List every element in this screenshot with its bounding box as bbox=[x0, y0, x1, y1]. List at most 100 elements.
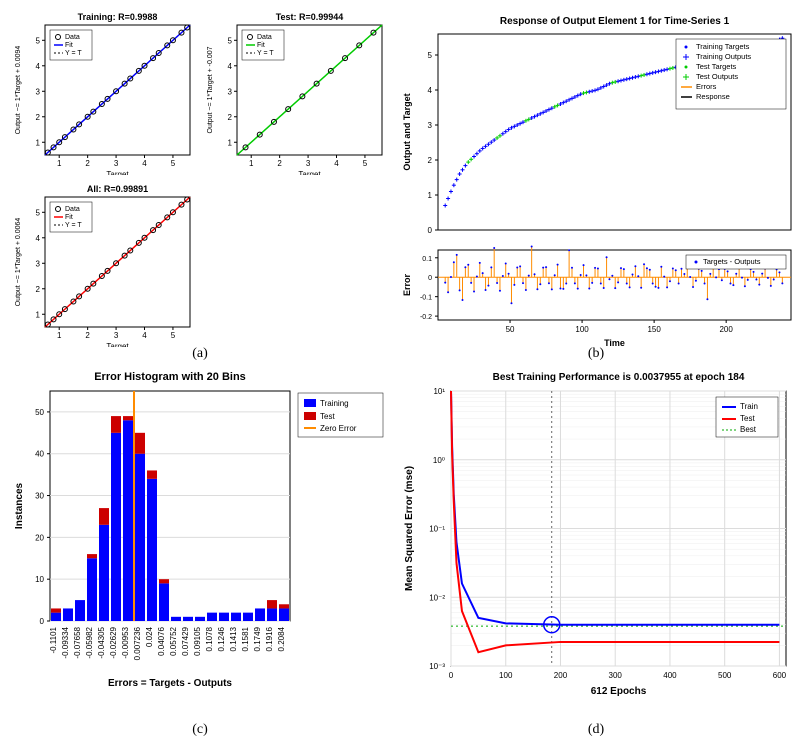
svg-text:30: 30 bbox=[35, 492, 44, 501]
svg-text:1: 1 bbox=[36, 138, 41, 147]
svg-text:0: 0 bbox=[428, 226, 433, 235]
svg-text:2: 2 bbox=[85, 331, 90, 340]
svg-text:Targets - Outputs: Targets - Outputs bbox=[703, 257, 761, 266]
svg-text:3: 3 bbox=[114, 331, 119, 340]
svg-text:3: 3 bbox=[428, 121, 433, 130]
svg-text:40: 40 bbox=[35, 450, 44, 459]
svg-text:0: 0 bbox=[40, 617, 45, 626]
svg-text:-0.02629: -0.02629 bbox=[109, 626, 118, 658]
svg-text:Data: Data bbox=[65, 34, 80, 41]
svg-text:0.1: 0.1 bbox=[422, 256, 432, 263]
svg-text:10⁻²: 10⁻² bbox=[429, 593, 445, 602]
svg-text:Best Training Performance is 0: Best Training Performance is 0.0037955 a… bbox=[493, 372, 745, 383]
svg-text:Best: Best bbox=[740, 425, 757, 434]
svg-text:Errors = Targets - Outputs: Errors = Targets - Outputs bbox=[108, 678, 232, 689]
svg-text:Training: R=0.9988: Training: R=0.9988 bbox=[78, 12, 158, 22]
svg-text:1: 1 bbox=[36, 310, 41, 319]
svg-text:3: 3 bbox=[306, 159, 311, 168]
svg-text:5: 5 bbox=[228, 36, 233, 45]
svg-text:Test: Test bbox=[740, 414, 755, 423]
svg-text:Test Outputs: Test Outputs bbox=[696, 72, 738, 81]
svg-text:50: 50 bbox=[506, 325, 515, 334]
svg-text:4: 4 bbox=[428, 86, 433, 95]
svg-text:0.09105: 0.09105 bbox=[193, 626, 202, 655]
svg-text:2: 2 bbox=[428, 156, 433, 165]
svg-text:Test: Test bbox=[320, 412, 335, 421]
svg-text:2: 2 bbox=[36, 113, 41, 122]
svg-text:10¹: 10¹ bbox=[433, 387, 445, 396]
svg-text:1: 1 bbox=[428, 191, 433, 200]
panel-b: Response of Output Element 1 for Time-Se… bbox=[396, 10, 796, 360]
svg-text:0.1916: 0.1916 bbox=[265, 626, 274, 651]
svg-text:-0.2: -0.2 bbox=[420, 314, 432, 321]
svg-text:-0.04305: -0.04305 bbox=[97, 626, 106, 658]
svg-text:1: 1 bbox=[57, 159, 62, 168]
svg-text:Training Outputs: Training Outputs bbox=[696, 52, 751, 61]
svg-text:1: 1 bbox=[228, 138, 233, 147]
svg-text:10⁻¹: 10⁻¹ bbox=[429, 525, 445, 534]
svg-text:200: 200 bbox=[719, 325, 733, 334]
svg-text:Fit: Fit bbox=[65, 42, 73, 49]
svg-text:All: R=0.99891: All: R=0.99891 bbox=[87, 184, 148, 194]
svg-text:-0.09334: -0.09334 bbox=[61, 626, 70, 658]
svg-text:Instances: Instances bbox=[14, 482, 25, 529]
svg-text:Test: R=0.99944: Test: R=0.99944 bbox=[276, 12, 344, 22]
svg-text:0.05752: 0.05752 bbox=[169, 626, 178, 655]
figure-grid: 1 1 2 2 3 3 4 4 5 5 Training: R=0.9988 Target Output… bbox=[10, 10, 802, 736]
panel-a: 1 1 2 2 3 3 4 4 5 5 Training: R=0.9988 Target Output… bbox=[10, 10, 390, 360]
svg-text:Y = T: Y = T bbox=[65, 222, 82, 229]
svg-text:4: 4 bbox=[36, 62, 41, 71]
regression-plot-0: 1122334455Training: R=0.9988TargetOutput… bbox=[10, 10, 198, 178]
svg-text:Target: Target bbox=[106, 170, 129, 175]
svg-text:1: 1 bbox=[57, 331, 62, 340]
svg-text:2: 2 bbox=[277, 159, 282, 168]
svg-text:2: 2 bbox=[36, 285, 41, 294]
svg-text:500: 500 bbox=[718, 671, 732, 680]
svg-text:Output ~= 1*Target + -0.007: Output ~= 1*Target + -0.007 bbox=[207, 46, 214, 133]
svg-text:Data: Data bbox=[65, 206, 80, 213]
svg-text:Errors: Errors bbox=[696, 82, 717, 91]
svg-text:Data: Data bbox=[257, 34, 272, 41]
svg-text:5: 5 bbox=[428, 51, 433, 60]
svg-text:-0.07658: -0.07658 bbox=[73, 626, 82, 658]
svg-text:4: 4 bbox=[36, 234, 41, 243]
svg-text:0: 0 bbox=[449, 671, 454, 680]
svg-text:Training: Training bbox=[320, 399, 349, 408]
svg-text:Time: Time bbox=[604, 338, 625, 348]
svg-text:Fit: Fit bbox=[65, 214, 73, 221]
svg-text:150: 150 bbox=[647, 325, 661, 334]
svg-text:3: 3 bbox=[36, 87, 41, 96]
svg-text:0.07429: 0.07429 bbox=[181, 626, 190, 655]
svg-text:Training Targets: Training Targets bbox=[696, 42, 750, 51]
svg-text:0.007236: 0.007236 bbox=[133, 626, 142, 660]
svg-text:10⁻³: 10⁻³ bbox=[429, 662, 445, 671]
svg-text:600: 600 bbox=[773, 671, 787, 680]
svg-text:5: 5 bbox=[171, 331, 176, 340]
svg-text:300: 300 bbox=[609, 671, 623, 680]
svg-text:1: 1 bbox=[249, 159, 254, 168]
svg-text:Target: Target bbox=[106, 342, 129, 347]
svg-text:Error: Error bbox=[402, 274, 412, 297]
panel-d: Best Training Performance is 0.0037955 a… bbox=[396, 366, 796, 736]
svg-text:Fit: Fit bbox=[257, 42, 265, 49]
svg-text:20: 20 bbox=[35, 533, 44, 542]
svg-text:5: 5 bbox=[36, 208, 41, 217]
svg-text:4: 4 bbox=[334, 159, 339, 168]
svg-text:-0.1101: -0.1101 bbox=[49, 626, 58, 653]
svg-text:0.1749: 0.1749 bbox=[253, 626, 262, 651]
svg-text:200: 200 bbox=[554, 671, 568, 680]
svg-text:10: 10 bbox=[35, 575, 44, 584]
svg-text:Train: Train bbox=[740, 402, 758, 411]
svg-text:Test Targets: Test Targets bbox=[696, 62, 737, 71]
svg-text:50: 50 bbox=[35, 408, 44, 417]
svg-text:Y = T: Y = T bbox=[257, 50, 274, 57]
svg-text:Mean Squared Error (mse): Mean Squared Error (mse) bbox=[404, 466, 415, 591]
svg-text:Zero Error: Zero Error bbox=[320, 424, 357, 433]
svg-text:-0.05982: -0.05982 bbox=[85, 626, 94, 658]
svg-text:Output ~= 1*Target + 0.0094: Output ~= 1*Target + 0.0094 bbox=[15, 46, 22, 135]
svg-text:0: 0 bbox=[428, 275, 432, 282]
svg-text:0.1581: 0.1581 bbox=[241, 626, 250, 651]
svg-text:0.1246: 0.1246 bbox=[217, 626, 226, 651]
svg-text:4: 4 bbox=[228, 62, 233, 71]
svg-text:Error Histogram with 20 Bins: Error Histogram with 20 Bins bbox=[94, 371, 246, 383]
